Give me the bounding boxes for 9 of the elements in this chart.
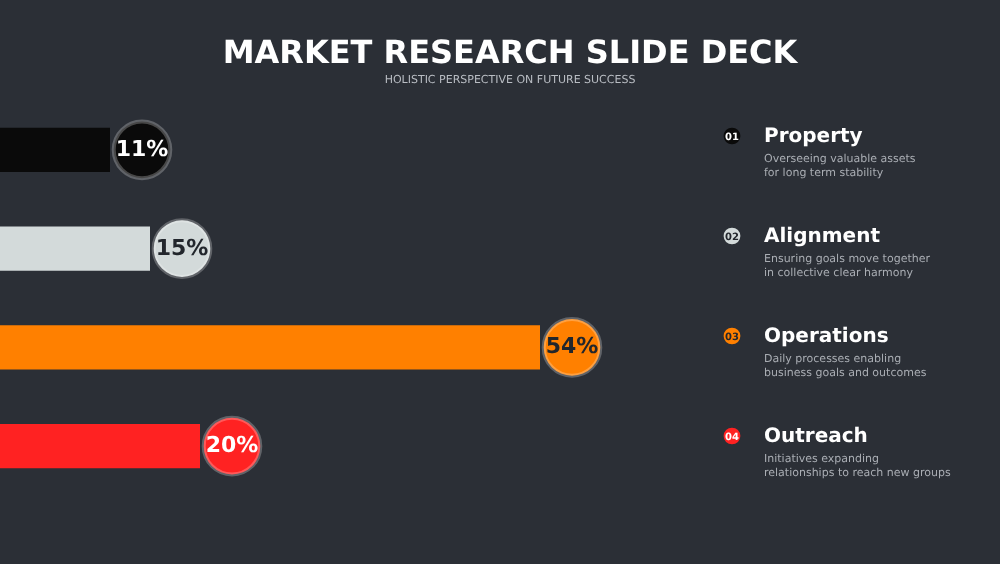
y-tick-label: Property: [764, 126, 864, 148]
data-label: 54%: [545, 333, 599, 360]
text: MARKET RESEARCH SLIDE DECK: [222, 33, 799, 71]
y-tick-label: Alignment: [764, 226, 881, 248]
y-tick-label: Outreach: [764, 426, 868, 448]
data-label: 20%: [205, 432, 259, 459]
data-label: 15%: [155, 234, 209, 261]
data-label: 11%: [115, 135, 169, 162]
y-tick-label: Operations: [764, 326, 889, 348]
